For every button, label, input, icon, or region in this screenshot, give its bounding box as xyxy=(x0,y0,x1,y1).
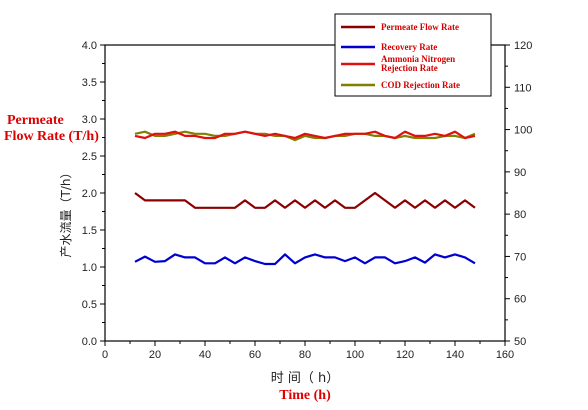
x-tick-label: 160 xyxy=(496,349,514,361)
y-right-tick-label: 110 xyxy=(514,82,532,94)
y-left-tick-label: 1.0 xyxy=(82,262,97,274)
y-left-tick-label: 4.0 xyxy=(82,40,97,52)
series-lines xyxy=(134,130,476,266)
y-left-axis-label-en-line1: Permeate xyxy=(7,113,64,128)
x-tick-label: 40 xyxy=(199,349,211,361)
series-line-ammonia-nitrogen-rejection-rate xyxy=(134,130,476,140)
y-left-axis-label-en-line2: Flow Rate (T/h) xyxy=(4,129,99,144)
y-left-tick-label: 0.5 xyxy=(82,299,97,311)
plot-area: 0 20 40 60 80 100 120 140 160 0.0 0.5 1.0 1.5 2.0 2.5 3… xyxy=(82,40,533,361)
y-left-tick-label: 1.5 xyxy=(82,225,97,237)
y-left-axis-label-cn: 产水流量（T/h） xyxy=(59,167,73,258)
x-tick-label: 20 xyxy=(149,349,161,361)
x-tick-label: 120 xyxy=(396,349,414,361)
x-tick-label: 60 xyxy=(249,349,261,361)
y-right-tick-label: 100 xyxy=(514,125,532,137)
y-left-tick-label: 3.0 xyxy=(82,114,97,126)
y-right-tick-label: 70 xyxy=(514,251,526,263)
y-left-tick-label: 2.0 xyxy=(82,188,97,200)
y-right-tick-label: 60 xyxy=(514,294,526,306)
x-axis-label-cn: 时 间（ h） xyxy=(271,371,340,386)
series-line-recovery-rate xyxy=(134,253,476,266)
y-right-tick-label: 90 xyxy=(514,167,526,179)
legend-label: COD Rejection Rate xyxy=(381,80,460,90)
legend-label: Ammonia Nitrogen Rejection Rate xyxy=(381,54,455,73)
series-line-cod-rejection-rate xyxy=(134,130,476,142)
series-line-permeate-flow-rate xyxy=(134,191,476,209)
y-left-tick-label: 0.0 xyxy=(82,336,97,348)
legend-label: Recovery Rate xyxy=(381,42,437,52)
legend: Permeate Flow Rate Recovery Rate Ammonia N… xyxy=(334,13,492,97)
y-right-tick-label: 50 xyxy=(514,336,526,348)
x-tick-label: 0 xyxy=(102,349,108,361)
x-axis-label-en: Time (h) xyxy=(279,388,331,403)
x-tick-label: 100 xyxy=(346,349,364,361)
y-left-tick-label: 3.5 xyxy=(82,77,97,89)
y-right-tick-label: 80 xyxy=(514,209,526,221)
x-tick-label: 140 xyxy=(446,349,464,361)
y-left-tick-label: 2.5 xyxy=(82,151,97,163)
legend-label: Permeate Flow Rate xyxy=(381,22,459,32)
y-right-tick-label: 120 xyxy=(514,40,532,52)
x-tick-label: 80 xyxy=(299,349,311,361)
